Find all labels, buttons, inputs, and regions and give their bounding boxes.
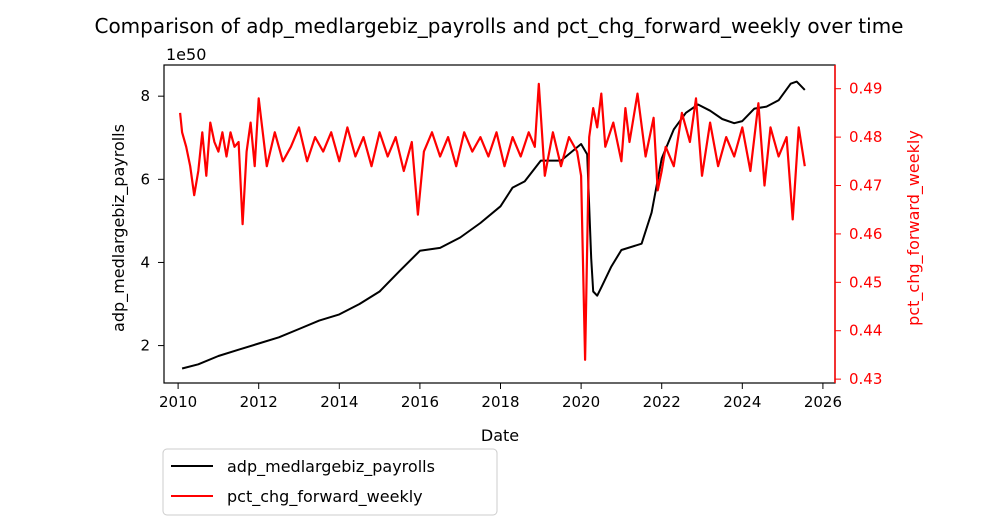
x-axis-label: Date <box>481 426 519 445</box>
legend-label-payrolls: adp_medlargebiz_payrolls <box>227 457 435 477</box>
right-tick-label: 0.46 <box>849 225 882 243</box>
right-axis-ticks: 0.43 0.44 0.45 0.46 0.47 0.48 0.49 <box>834 65 882 388</box>
right-tick-label: 0.49 <box>849 80 882 98</box>
legend-frame <box>162 448 498 516</box>
series-line-pct-chg-forward-weekly <box>179 82 806 361</box>
x-tick-label: 2016 <box>401 393 439 411</box>
left-tick-label: 6 <box>140 170 150 188</box>
left-axis-label: adp_medlargebiz_payrolls <box>109 124 129 332</box>
left-tick-label: 8 <box>140 87 150 105</box>
x-tick-label: 2022 <box>643 393 681 411</box>
series-line-adp-medlargebiz-payrolls <box>181 80 806 370</box>
left-axis-exponent: 1e50 <box>166 45 206 64</box>
legend: adp_medlargebiz_payrolls pct_chg_forward… <box>162 448 498 516</box>
x-tick-label: 2024 <box>723 393 761 411</box>
right-tick-label: 0.47 <box>849 177 882 195</box>
x-tick-label: 2020 <box>562 393 600 411</box>
legend-label-pct-chg: pct_chg_forward_weekly <box>227 487 423 507</box>
left-axis-ticks: 2 4 6 8 <box>140 87 164 355</box>
right-tick-label: 0.48 <box>849 128 882 146</box>
x-tick-label: 2012 <box>240 393 278 411</box>
x-tick-label: 2018 <box>481 393 519 411</box>
x-tick-label: 2010 <box>159 393 197 411</box>
right-axis-label: pct_chg_forward_weekly <box>904 130 924 326</box>
right-tick-label: 0.45 <box>849 273 882 291</box>
x-tick-label: 2026 <box>804 393 842 411</box>
chart-title: Comparison of adp_medlargebiz_payrolls a… <box>94 14 903 38</box>
left-tick-label: 2 <box>140 337 150 355</box>
x-axis-ticks: 2010 2012 2014 2016 2018 2020 2022 2024 2026 <box>159 383 842 411</box>
right-tick-label: 0.44 <box>849 322 882 340</box>
series-layer <box>179 80 806 370</box>
right-tick-label: 0.43 <box>849 370 882 388</box>
x-tick-label: 2014 <box>320 393 358 411</box>
left-tick-label: 4 <box>140 253 150 271</box>
plot-frame <box>163 64 836 384</box>
